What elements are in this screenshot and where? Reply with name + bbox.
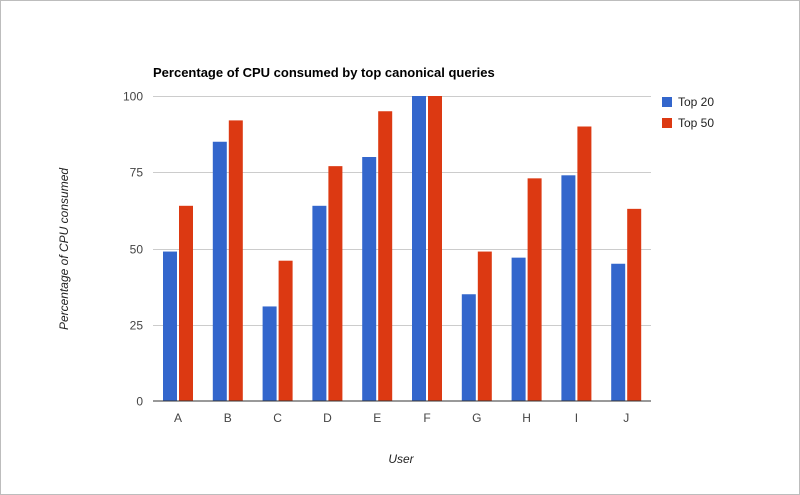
bar-D-series-1 [312,205,327,401]
x-tick-label: D [323,411,332,425]
y-axis-title: Percentage of CPU consumed [57,168,71,330]
chart-title: Percentage of CPU consumed by top canoni… [153,65,495,80]
bar-D-series-2 [328,166,343,401]
x-tick-label: F [423,411,430,425]
bar-F-series-1 [412,96,426,401]
bar-G-series-2 [477,251,492,401]
bar-C-series-2 [278,260,293,401]
bar-H-series-1 [511,257,526,401]
legend-label: Top 20 [678,95,714,109]
y-tick-label: 25 [130,319,144,333]
bar-C-series-1 [262,306,277,401]
gridlines [153,96,651,326]
y-tick-label: 50 [130,243,144,257]
bar-A-series-1 [163,251,177,401]
legend-swatch [662,118,672,128]
bar-A-series-2 [179,205,193,401]
bar-E-series-2 [378,111,393,401]
bar-H-series-2 [527,178,542,401]
legend-swatch [662,97,672,107]
x-axis-title: User [388,452,414,466]
bar-B-series-1 [212,141,227,401]
bar-I-series-1 [561,175,576,401]
bar-I-series-2 [577,126,592,401]
bar-F-series-2 [428,96,442,401]
x-tick-label: E [373,411,381,425]
bar-B-series-2 [228,120,243,402]
y-axis-ticks: 0 25 50 75 100 [123,90,143,409]
legend-label: Top 50 [678,116,714,130]
x-tick-label: C [273,411,282,425]
bar-E-series-1 [362,157,377,401]
x-tick-label: B [224,411,232,425]
x-tick-label: J [623,411,629,425]
x-axis-ticks: A B C D E F G H I J [174,411,629,425]
x-tick-label: H [522,411,531,425]
bar-G-series-1 [461,294,476,401]
y-tick-label: 75 [130,166,144,180]
y-tick-label: 0 [136,395,143,409]
y-tick-label: 100 [123,90,143,104]
x-tick-label: G [472,411,481,425]
bar-J-series-2 [627,208,642,401]
x-tick-label: I [575,411,578,425]
bars [163,96,642,402]
x-tick-label: A [174,411,182,425]
bar-J-series-1 [611,263,626,401]
legend: Top 20 Top 50 [662,95,714,130]
